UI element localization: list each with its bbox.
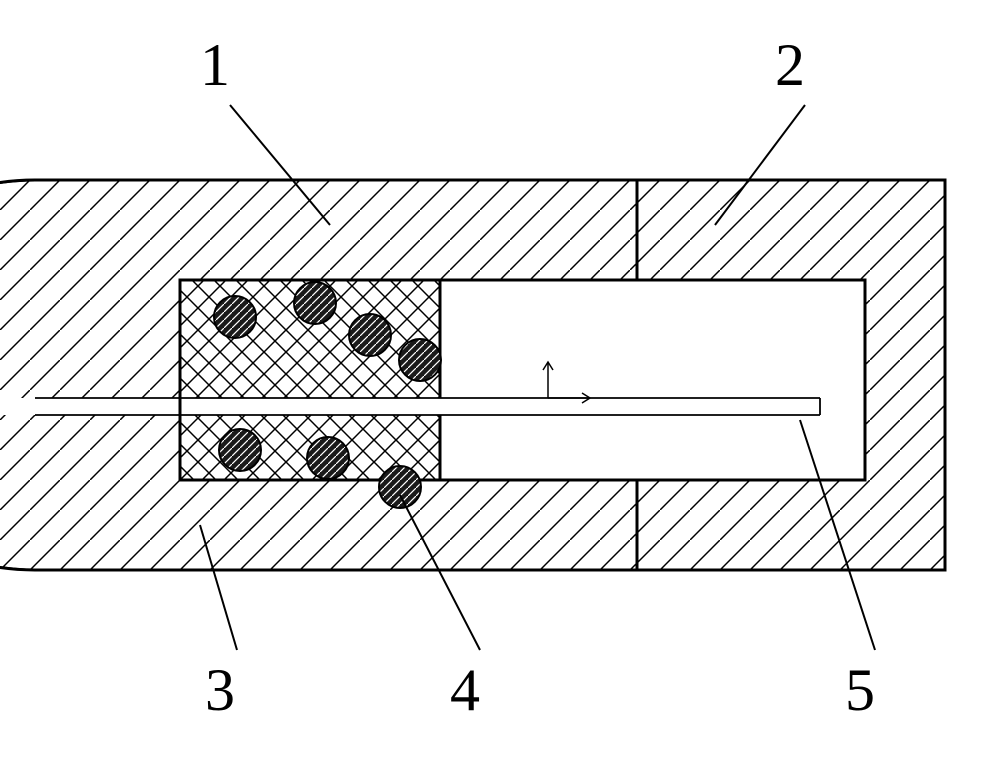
label-4: 4 [450, 657, 480, 723]
particle [307, 437, 349, 479]
label-3: 3 [205, 657, 235, 723]
particle [214, 296, 256, 338]
particle [294, 282, 336, 324]
particle [399, 339, 441, 381]
diagram-canvas: 1 2 3 4 5 [0, 0, 1000, 757]
particle [379, 466, 421, 508]
particle [349, 314, 391, 356]
label-2: 2 [775, 32, 805, 98]
particle [219, 429, 261, 471]
label-5: 5 [845, 657, 875, 723]
label-1: 1 [200, 32, 230, 98]
